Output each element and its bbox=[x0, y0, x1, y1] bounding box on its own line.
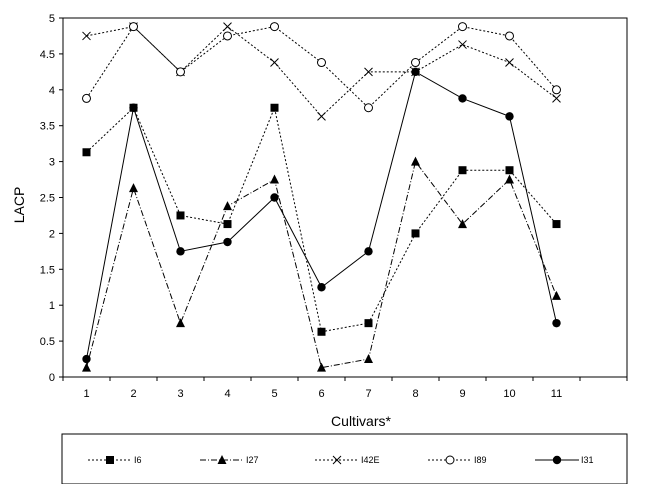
data-point-i31 bbox=[505, 112, 514, 121]
data-point-i27 bbox=[458, 219, 467, 229]
data-point-i42e bbox=[223, 22, 232, 31]
x-tick-label: 5 bbox=[271, 388, 277, 400]
x-tick-label: 8 bbox=[412, 388, 418, 400]
legend-label-i42e: I42E bbox=[361, 455, 380, 465]
data-point-i31 bbox=[411, 67, 420, 77]
y-tick-label: 2.5 bbox=[40, 193, 55, 205]
y-tick-label: 3.5 bbox=[40, 121, 55, 133]
data-point-i42e bbox=[364, 67, 373, 77]
legend-label-i6: I6 bbox=[134, 455, 142, 465]
data-point-i27 bbox=[317, 362, 326, 372]
data-point-i27 bbox=[82, 362, 91, 372]
data-point-i31 bbox=[364, 247, 373, 256]
x-tick-label: 2 bbox=[130, 388, 136, 400]
data-point-i31 bbox=[82, 354, 91, 364]
data-point-i27 bbox=[223, 201, 232, 211]
data-point-i42e bbox=[270, 58, 279, 67]
data-point-i42e bbox=[317, 112, 326, 121]
data-point-i89 bbox=[223, 31, 232, 41]
data-point-i89 bbox=[82, 93, 91, 103]
data-point-i31 bbox=[223, 237, 232, 247]
data-point-i89 bbox=[505, 31, 514, 41]
x-tick-label: 11 bbox=[551, 388, 562, 400]
x-tick-label: 7 bbox=[365, 388, 371, 400]
series-line-i27 bbox=[86, 160, 557, 369]
data-point-i6 bbox=[223, 220, 232, 229]
data-point-i42e bbox=[505, 58, 514, 67]
y-tick-label: 2 bbox=[49, 228, 55, 240]
data-point-i31 bbox=[129, 103, 138, 112]
data-point-i6 bbox=[458, 166, 467, 175]
plot-area-border bbox=[62, 17, 628, 378]
y-tick-label: 0.5 bbox=[40, 336, 55, 348]
y-tick-label: 0 bbox=[49, 372, 55, 384]
data-point-i89 bbox=[364, 103, 373, 113]
y-tick-label: 5 bbox=[49, 13, 55, 25]
x-tick-label: 4 bbox=[224, 388, 230, 400]
data-point-i42e bbox=[458, 40, 467, 49]
data-point-i27 bbox=[505, 174, 514, 184]
data-point-i89 bbox=[176, 67, 185, 77]
legend-marker-i27 bbox=[217, 455, 227, 464]
data-point-i89 bbox=[317, 58, 326, 68]
y-axis-title: LACP bbox=[11, 187, 27, 224]
x-tick-label: 9 bbox=[459, 388, 465, 400]
data-point-i27 bbox=[176, 318, 185, 328]
data-point-i31 bbox=[270, 193, 279, 202]
x-axis-title: Cultivars* bbox=[331, 413, 391, 429]
series-line-i31 bbox=[86, 71, 557, 360]
data-point-i6 bbox=[270, 103, 279, 112]
x-tick-label: 1 bbox=[83, 388, 89, 400]
y-tick-label: 1 bbox=[49, 300, 55, 312]
data-point-i27 bbox=[270, 174, 279, 184]
x-tick-label: 6 bbox=[318, 388, 324, 400]
legend-label-i27: I27 bbox=[246, 455, 259, 465]
data-point-i89 bbox=[411, 58, 420, 68]
data-point-i6 bbox=[364, 319, 373, 328]
data-point-i42e bbox=[552, 94, 561, 103]
series-line-i6 bbox=[86, 106, 557, 333]
y-tick-label: 4 bbox=[49, 85, 55, 97]
data-point-i6 bbox=[82, 148, 91, 157]
legend-box bbox=[61, 433, 628, 484]
y-tick-label: 3 bbox=[49, 157, 55, 169]
data-point-i89 bbox=[552, 85, 561, 95]
legend: I6 I27 I42E I89 I31 bbox=[61, 433, 628, 484]
data-point-i6 bbox=[411, 229, 420, 238]
y-tick-label: 1.5 bbox=[40, 264, 55, 276]
legend-marker-i31 bbox=[552, 455, 562, 465]
data-point-i6 bbox=[505, 166, 514, 175]
data-point-i42e bbox=[82, 31, 91, 41]
series-line-i42e bbox=[86, 25, 557, 118]
data-point-i27 bbox=[364, 354, 373, 364]
data-point-i6 bbox=[552, 220, 561, 229]
data-point-i27 bbox=[129, 183, 138, 193]
data-point-i31 bbox=[552, 318, 561, 328]
data-point-i89 bbox=[270, 22, 279, 32]
x-tick-label: 3 bbox=[177, 388, 183, 400]
data-point-i89 bbox=[458, 22, 467, 32]
data-point-i27 bbox=[411, 156, 420, 166]
legend-marker-i6 bbox=[106, 456, 114, 464]
data-point-i27 bbox=[552, 290, 561, 300]
data-point-i6 bbox=[317, 327, 326, 336]
data-point-i31 bbox=[458, 94, 467, 103]
data-point-i6 bbox=[176, 211, 185, 220]
data-point-i31 bbox=[176, 247, 185, 256]
legend-marker-i42e bbox=[332, 455, 342, 465]
legend-label-i89: I89 bbox=[474, 455, 487, 465]
legend-label-i31: I31 bbox=[581, 455, 594, 465]
data-point-i89 bbox=[129, 22, 138, 32]
y-tick-label: 4.5 bbox=[40, 49, 55, 61]
data-point-i31 bbox=[317, 283, 326, 292]
x-tick-label: 10 bbox=[503, 388, 515, 400]
series-line-i89 bbox=[86, 25, 557, 109]
legend-marker-i89 bbox=[445, 455, 455, 465]
